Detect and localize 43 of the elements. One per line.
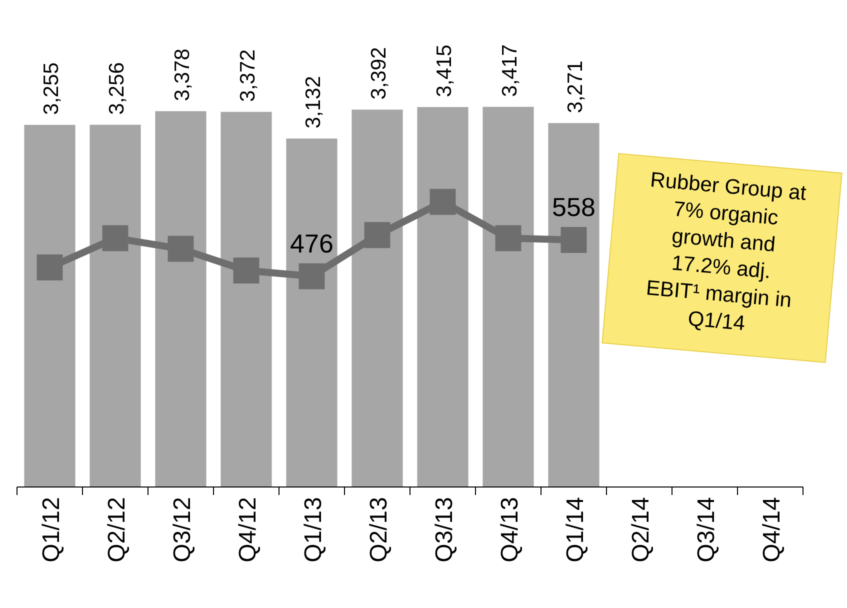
bar	[352, 110, 403, 487]
point	[298, 263, 325, 290]
bar	[482, 106, 534, 487]
sticky-note: Rubber Group at 7% organic growth and 17.2% adj. EBIT¹ margin in Q1/14	[602, 153, 842, 363]
x-tick-label: Q3/13	[430, 497, 458, 562]
data-label: 3,415	[432, 44, 456, 98]
x-tick-label: Q2/13	[365, 497, 392, 562]
x-tick-label: Q4/12	[234, 497, 262, 562]
point	[364, 222, 390, 248]
bar	[24, 124, 76, 487]
x-tick-label: Q3/14	[692, 497, 720, 562]
bar	[417, 107, 468, 487]
bar	[90, 124, 141, 487]
data-label: 3,255	[40, 62, 63, 115]
x-tick-label: Q3/12	[168, 497, 196, 562]
x-tick-label: Q1/13	[300, 497, 327, 562]
data-label: 3,392	[367, 47, 390, 100]
bar	[155, 111, 206, 487]
point	[430, 188, 456, 215]
data-label: 3,132	[302, 76, 325, 129]
point	[102, 225, 128, 252]
point	[560, 226, 587, 253]
data-label: 3,256	[105, 62, 128, 115]
bar	[548, 123, 600, 487]
x-tick-label: Q4/13	[496, 497, 524, 562]
data-label: 3,271	[564, 60, 587, 114]
x-tick-label: Q1/12	[38, 497, 65, 562]
data-label: 558	[552, 192, 596, 222]
bar	[286, 138, 338, 487]
data-label: 3,417	[498, 44, 522, 97]
x-tick-label: Q2/14	[627, 497, 654, 562]
point	[233, 258, 260, 284]
x-tick-label: Q1/14	[562, 497, 589, 562]
x-tick-label: Q2/12	[103, 497, 130, 562]
x-tick-label: Q4/14	[758, 497, 786, 562]
point	[36, 254, 63, 280]
data-label: 3,372	[236, 49, 260, 102]
point	[495, 225, 522, 252]
bar	[220, 112, 272, 487]
annotation: Rubber Group at 7% organic growth and 17.2% adj. EBIT¹ margin in Q1/14	[645, 168, 808, 336]
data-label: 476	[290, 228, 334, 258]
data-label: 3,378	[170, 48, 194, 102]
point	[168, 236, 194, 262]
